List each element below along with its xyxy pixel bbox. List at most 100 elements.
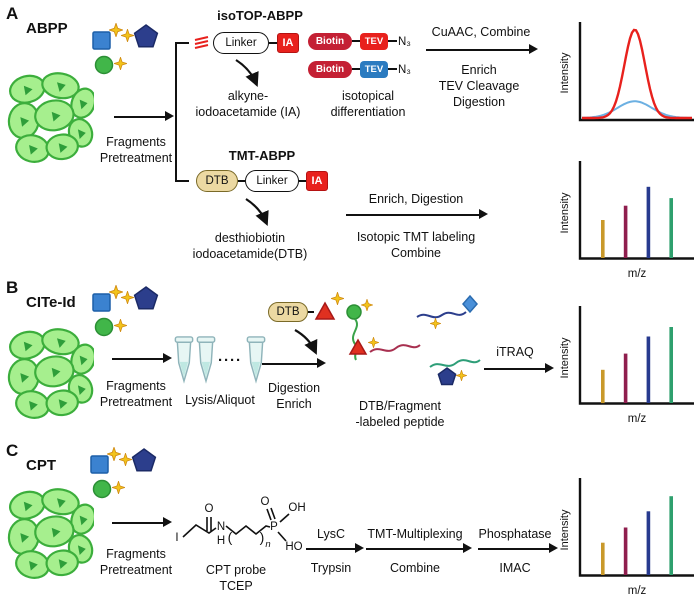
pretreatment-line1: Fragments bbox=[106, 379, 166, 393]
tev-label: TEV bbox=[364, 64, 384, 75]
connector-line bbox=[352, 40, 360, 42]
linker-pill: Linker bbox=[213, 32, 269, 54]
alkyne-caption-line2: iodoacetamide (IA) bbox=[195, 105, 301, 119]
panel-a-letter: A bbox=[6, 4, 19, 23]
panel-c-title: CPT bbox=[26, 457, 56, 474]
enrich-digestion-label: Enrich, Digestion bbox=[368, 192, 464, 206]
pretreatment-label: Fragments Pretreatment bbox=[92, 134, 180, 166]
x-axis-label: m/z bbox=[628, 413, 647, 425]
biotin-pill-light: Biotin bbox=[308, 61, 352, 78]
cpt-probe-caption: CPT probe TCEP bbox=[182, 562, 290, 594]
fragment-star-icon bbox=[430, 318, 441, 329]
digestion-arrow bbox=[262, 357, 326, 370]
imac-label: IMAC bbox=[499, 561, 531, 575]
alkyne-icon bbox=[194, 36, 209, 49]
fragment-circle-icon bbox=[346, 304, 362, 320]
isotop-ms-chart: Intensity bbox=[559, 22, 694, 122]
isotope-caption-line1: isotopical bbox=[341, 89, 395, 103]
alkyne-caption-line1: alkyne- bbox=[227, 89, 269, 103]
connector-line bbox=[388, 68, 397, 70]
isotope-caption: isotopical differentiation bbox=[308, 88, 428, 120]
fragment-diamond-icon bbox=[462, 294, 478, 314]
cell-cluster bbox=[6, 70, 94, 166]
connector-line bbox=[308, 311, 314, 313]
tmt-ms-chart: Intensity m/z bbox=[559, 161, 694, 280]
fragment-set bbox=[86, 444, 164, 502]
ellipsis-dots: ···· bbox=[218, 352, 242, 369]
fragment-star-icon bbox=[456, 370, 467, 381]
dtb-pill: DTB bbox=[196, 170, 238, 192]
chart-axes bbox=[578, 161, 694, 260]
panel-c-letter: C bbox=[6, 441, 19, 460]
linker-pill: Linker bbox=[245, 170, 299, 192]
tube-icon bbox=[246, 336, 266, 384]
phosphatase-label: Phosphatase bbox=[478, 527, 552, 541]
y-axis-label: Intensity bbox=[559, 192, 571, 233]
x-axis-label: m/z bbox=[628, 585, 647, 597]
bond-lines bbox=[182, 507, 290, 542]
phosphatase-arrow bbox=[478, 542, 558, 555]
y-axis-label: Intensity bbox=[559, 337, 571, 378]
cuaac-label: CuAAC, Combine bbox=[431, 25, 531, 39]
fragment-star-icon bbox=[361, 299, 373, 311]
tev-box-red: TEV bbox=[360, 33, 388, 50]
linker-label: Linker bbox=[225, 37, 257, 49]
pretreatment-line2: Pretreatment bbox=[99, 151, 173, 165]
connector-line bbox=[388, 40, 397, 42]
paren-left: ( bbox=[228, 529, 233, 545]
dtb-pill: DTB bbox=[268, 302, 308, 322]
peptide-caption-line2: -labeled peptide bbox=[355, 415, 445, 429]
tmt-labeling-line1: Isotopic TMT labeling bbox=[356, 230, 476, 244]
chart-axes bbox=[578, 306, 694, 405]
atom-carbonyl-oxygen: O bbox=[205, 503, 214, 515]
pretreatment-label: Fragments Pretreatment bbox=[94, 546, 178, 578]
tmt-labeling-label: Isotopic TMT labeling Combine bbox=[334, 229, 498, 261]
itraq-ms-chart: Intensity m/z bbox=[559, 306, 694, 425]
tev-box-blue: TEV bbox=[360, 61, 388, 78]
digestion-line1: Digestion bbox=[267, 381, 321, 395]
pretreatment-line1: Fragments bbox=[106, 547, 166, 561]
tmt-abpp-title: TMT-ABPP bbox=[228, 148, 296, 163]
step-enrich: Enrich bbox=[461, 63, 497, 77]
fragment-triangle-icon bbox=[348, 338, 368, 355]
cell-cluster bbox=[6, 326, 94, 422]
panel-a-title: ABPP bbox=[26, 20, 68, 37]
pretreatment-line2: Pretreatment bbox=[99, 395, 173, 409]
chart-axes bbox=[578, 478, 694, 577]
biotin-label: Biotin bbox=[315, 36, 345, 47]
peptide-squiggle bbox=[429, 359, 481, 368]
connector-line bbox=[299, 180, 306, 182]
dtb-probe-caption: desthiobiotin iodoacetamide(DTB) bbox=[178, 230, 322, 262]
tmt-labeling-line2: Combine bbox=[390, 246, 442, 260]
cpt-caption-line1: CPT probe bbox=[205, 563, 267, 577]
ia-box: IA bbox=[306, 171, 328, 191]
ia-label: IA bbox=[282, 37, 294, 49]
atom-phosphate-oxygen: O bbox=[261, 496, 270, 508]
pretreatment-line1: Fragments bbox=[106, 135, 166, 149]
cells-icon bbox=[7, 486, 94, 581]
cells-icon bbox=[7, 326, 94, 421]
tmt-multiplexing-label: TMT-Multiplexing bbox=[367, 527, 463, 541]
isotope-caption-line2: differentiation bbox=[330, 105, 406, 119]
linker-label: Linker bbox=[256, 175, 288, 187]
fragment-triangle-icon bbox=[314, 301, 336, 320]
trypsin-label: Trypsin bbox=[310, 561, 352, 575]
cpt-caption-line2: TCEP bbox=[219, 579, 253, 593]
connector-line bbox=[352, 68, 360, 70]
fragment-set bbox=[88, 20, 166, 78]
lysc-label: LysC bbox=[316, 527, 345, 541]
lysis-aliquot-label: Lysis/Aliquot bbox=[185, 393, 255, 407]
labeled-peptides-graphic bbox=[346, 294, 481, 386]
labeled-peptide-caption: DTB/Fragment -labeled peptide bbox=[332, 398, 468, 430]
dtb-caption-line2: iodoacetamide(DTB) bbox=[192, 247, 308, 261]
tmt-arrow bbox=[366, 542, 472, 555]
connector-line bbox=[269, 42, 277, 44]
atom-hydrogen: H bbox=[217, 535, 225, 547]
step-digestion: Digestion bbox=[452, 95, 506, 109]
fragments-icon bbox=[91, 447, 155, 497]
step-tev-cleavage: TEV Cleavage bbox=[438, 79, 520, 93]
digestion-line2: Enrich bbox=[276, 397, 312, 411]
ms-bars bbox=[601, 327, 673, 404]
biotin-label: Biotin bbox=[315, 64, 345, 75]
curved-arrow bbox=[294, 329, 318, 355]
